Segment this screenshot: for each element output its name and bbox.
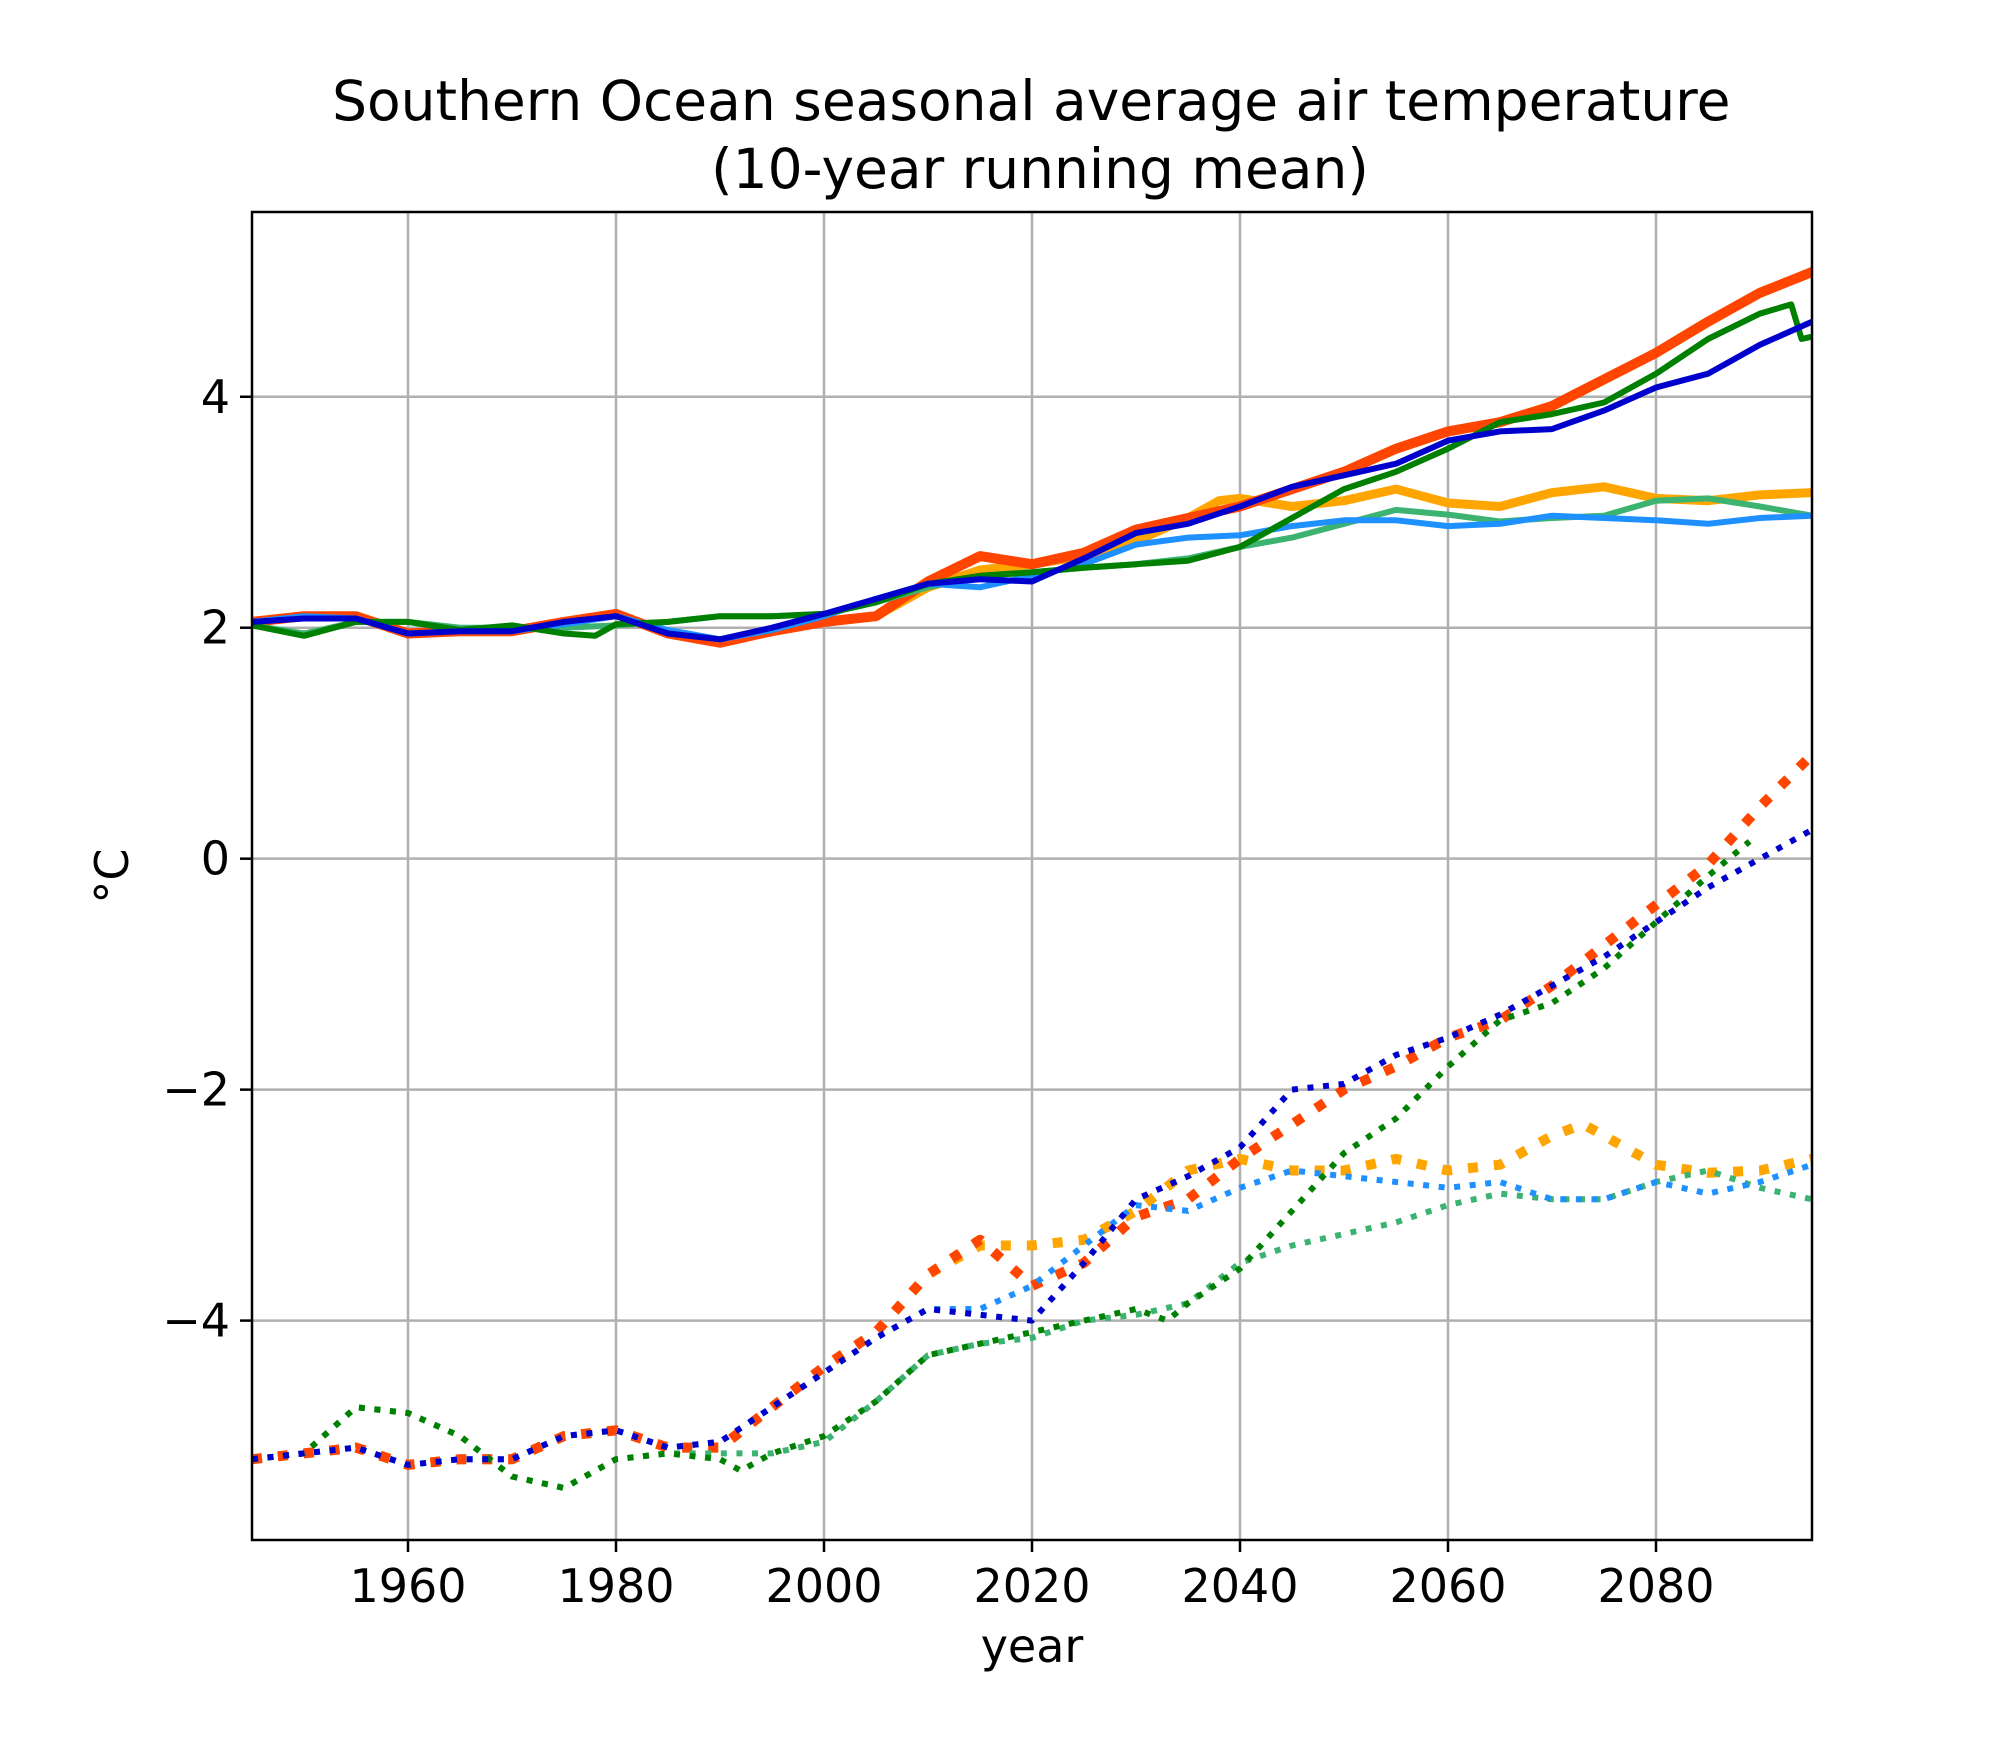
x-axis: 1960 1980 2000 2020 2040 2060 2080 bbox=[349, 1540, 1715, 1613]
x-tick-label: 1980 bbox=[557, 1559, 674, 1613]
x-axis-label: year bbox=[981, 1619, 1084, 1673]
series-layer bbox=[252, 267, 1812, 1491]
y-tick-label: 4 bbox=[201, 370, 230, 424]
chart-title-line-2: (10-year running mean) bbox=[711, 137, 1369, 201]
chart-title: Southern Ocean seasonal average air temp… bbox=[332, 69, 1748, 201]
x-tick-label: 2060 bbox=[1389, 1559, 1506, 1613]
plot-area bbox=[252, 267, 1812, 1491]
x-tick-label: 2000 bbox=[765, 1559, 882, 1613]
series-line-solid-6 bbox=[252, 318, 1812, 643]
y-tick-label: 2 bbox=[201, 601, 230, 655]
x-tick-label: 2040 bbox=[1181, 1559, 1298, 1613]
y-axis: −4 −2 0 2 4 bbox=[162, 370, 252, 1348]
series-line-dotted-12 bbox=[252, 827, 1812, 1468]
x-tick-label: 2080 bbox=[1597, 1559, 1714, 1613]
chart-title-line-1: Southern Ocean seasonal average air temp… bbox=[332, 69, 1730, 133]
series-line-dotted-7 bbox=[252, 1119, 1812, 1470]
y-tick-label: −4 bbox=[162, 1294, 230, 1348]
y-tick-label: −2 bbox=[162, 1063, 230, 1117]
y-axis-label: °C bbox=[85, 848, 139, 903]
x-tick-label: 1960 bbox=[349, 1559, 466, 1613]
y-tick-label: 0 bbox=[201, 832, 230, 886]
x-tick-label: 2020 bbox=[973, 1559, 1090, 1613]
